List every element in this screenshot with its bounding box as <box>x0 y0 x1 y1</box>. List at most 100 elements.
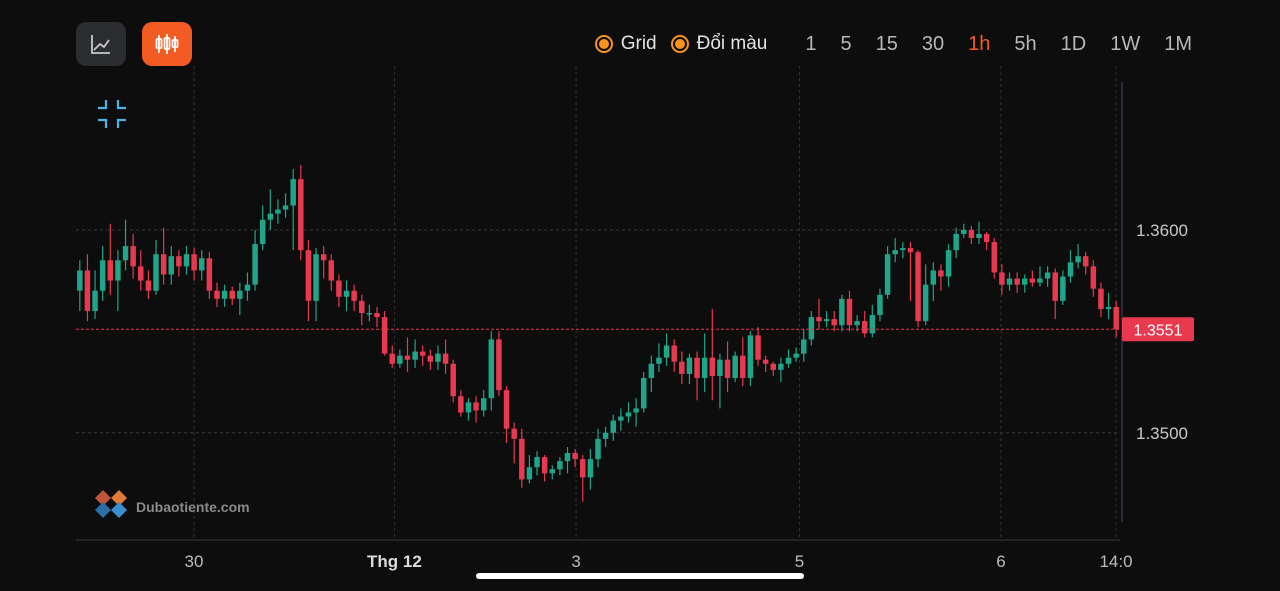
candle-body <box>145 280 152 291</box>
candle-body <box>663 345 670 358</box>
candle-body <box>1029 278 1036 283</box>
candle-body <box>252 244 258 285</box>
candle-body <box>419 351 426 356</box>
timeframe-5[interactable]: 5 <box>840 32 852 55</box>
candle-body <box>526 467 533 480</box>
candle-body <box>138 266 144 281</box>
color-toggle[interactable]: Đổi màu <box>670 33 768 55</box>
candle-body <box>176 256 182 267</box>
candle-body <box>785 357 792 364</box>
candle-body <box>473 402 479 411</box>
x-tick-label-2: 3 <box>571 552 580 571</box>
candle-body <box>801 339 807 354</box>
timeframe-1h[interactable]: 1h <box>968 32 991 55</box>
candle-body <box>709 357 716 376</box>
candle-body <box>823 319 830 322</box>
x-tick-label-3: 5 <box>795 552 804 571</box>
candle-body <box>290 179 296 206</box>
candle-body <box>1098 288 1104 309</box>
candle-body <box>450 363 456 397</box>
candle-body <box>686 357 693 374</box>
candle-body <box>831 319 837 326</box>
home-indicator[interactable] <box>476 573 804 579</box>
candle-body <box>564 453 571 462</box>
candles <box>77 164 1119 502</box>
watermark-text: Dubaotiente.com <box>136 499 250 515</box>
candle-body <box>1014 278 1020 285</box>
candle-body <box>640 377 647 409</box>
candle-body <box>519 438 525 480</box>
candle-body <box>351 290 357 301</box>
candle-body <box>572 453 578 460</box>
candle-body <box>618 416 624 421</box>
candle-body <box>854 321 860 326</box>
candle-body <box>313 254 319 301</box>
candle-body <box>275 209 281 214</box>
grid-toggle[interactable]: Grid <box>594 33 657 55</box>
candlestick-chart-button[interactable] <box>142 22 192 66</box>
timeframe-1d[interactable]: 1D <box>1060 32 1087 55</box>
grid-toggle-label: Grid <box>620 33 657 54</box>
timeframe-15[interactable]: 15 <box>875 32 898 55</box>
y-tick-label-1: 1.3500 <box>1136 424 1188 443</box>
candle-body <box>907 248 914 253</box>
candle-body <box>587 459 594 478</box>
candle-body <box>602 432 609 439</box>
candle-body <box>968 229 975 238</box>
candle-body <box>915 252 921 322</box>
candle-body <box>1075 256 1081 263</box>
color-toggle-label: Đổi màu <box>696 33 768 54</box>
candle-body <box>153 254 159 291</box>
candle-body <box>343 290 350 297</box>
candle-body <box>77 270 83 291</box>
candle-body <box>458 396 464 413</box>
candle-body <box>389 353 395 364</box>
candle-body <box>221 290 228 299</box>
candle-body <box>244 284 251 291</box>
candle-body <box>1006 278 1013 285</box>
timeframe-1w[interactable]: 1W <box>1110 32 1141 55</box>
candle-body <box>846 298 853 326</box>
candle-body <box>442 353 449 364</box>
candle-body <box>938 270 944 277</box>
candle-body <box>511 428 517 439</box>
candle-body <box>732 355 738 378</box>
x-tick-label-5: 14:0 <box>1099 552 1132 571</box>
axes: 1.3600 1.3500 30 Thg 12 3 5 6 14:0 1.3551 <box>76 82 1194 571</box>
candle-body <box>633 408 639 413</box>
candle-body <box>130 246 136 267</box>
line-chart-button[interactable] <box>76 22 126 66</box>
candle-body <box>282 205 289 210</box>
candle-body <box>183 254 190 267</box>
candle-body <box>259 219 266 245</box>
collapse-icon[interactable] <box>98 100 126 128</box>
candle-body <box>1060 276 1066 301</box>
candle-body <box>206 258 213 291</box>
timeframe-5h[interactable]: 5h <box>1014 32 1037 55</box>
candle-body <box>404 355 411 360</box>
timeframe-1[interactable]: 1 <box>805 32 817 55</box>
candle-body <box>770 363 777 370</box>
candle-body <box>953 233 959 251</box>
timeframe-30[interactable]: 30 <box>921 32 945 55</box>
candle-body <box>503 390 510 429</box>
candle-body <box>869 315 876 334</box>
last-price-badge <box>1122 317 1194 342</box>
candle-body <box>298 179 304 251</box>
timeframe-1m[interactable]: 1M <box>1164 32 1192 55</box>
x-tick-label-1: Thg 12 <box>367 552 422 571</box>
candle-body <box>168 256 174 275</box>
candle-body <box>778 363 784 370</box>
candle-body <box>198 258 205 271</box>
candle-body <box>84 270 91 312</box>
watermark: Dubaotiente.com <box>95 490 250 518</box>
candle-body <box>366 313 373 315</box>
candle-body <box>237 290 243 299</box>
candle-body <box>877 294 883 316</box>
candle-body <box>1052 272 1058 301</box>
candle-body <box>328 260 335 281</box>
candle-body <box>359 300 365 314</box>
candle-body <box>107 260 114 281</box>
candle-body <box>580 459 586 478</box>
